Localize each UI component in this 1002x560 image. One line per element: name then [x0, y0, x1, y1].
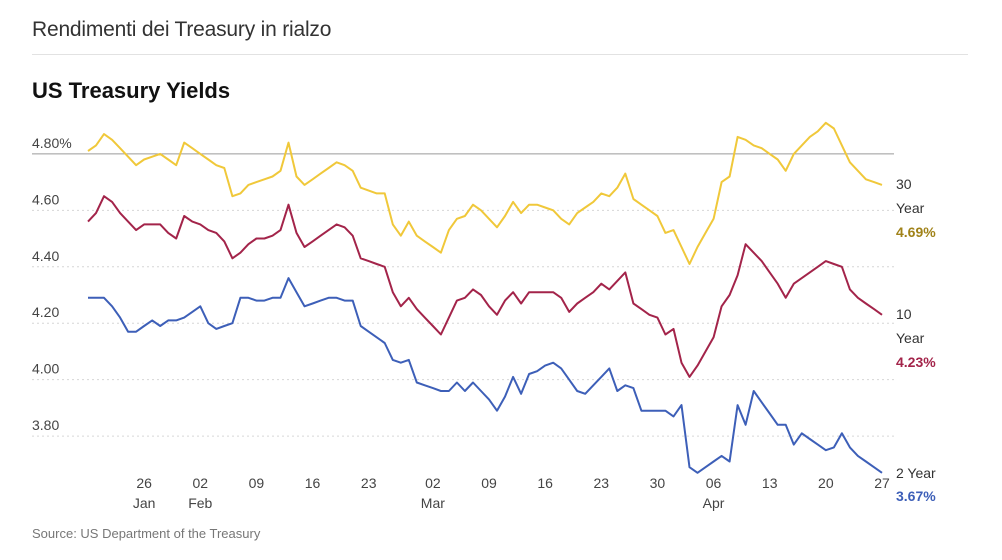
x-tick-label: 26	[136, 475, 152, 491]
x-tick-label: 06	[706, 475, 722, 491]
gridlines	[32, 153, 894, 437]
x-tick-label: 20	[818, 475, 834, 491]
y-tick-label: 4.40	[32, 248, 59, 264]
x-tick-label: 16	[305, 475, 321, 491]
series-end-labels: 30 Year 4.69% 10 Year 4.23% 2 Year 3.67%	[896, 176, 936, 504]
x-tick-label: 30	[650, 475, 666, 491]
chart-title: US Treasury Yields	[32, 78, 231, 103]
x-month-label: Feb	[188, 495, 212, 511]
x-tick-label: 13	[762, 475, 778, 491]
x-tick-label: 23	[361, 475, 377, 491]
series-last-value: 4.23%	[896, 354, 936, 370]
x-month-label: Jan	[133, 495, 156, 511]
x-tick-label: 09	[249, 475, 265, 491]
x-tick-label: 02	[425, 475, 441, 491]
series-name-line2: Year	[896, 330, 925, 346]
series-last-value: 3.67%	[896, 488, 936, 504]
x-month-label: Apr	[703, 495, 725, 511]
series-name: 10	[896, 306, 912, 322]
x-tick-label: 23	[593, 475, 609, 491]
header-divider	[32, 54, 968, 55]
series-name: 30	[896, 176, 912, 192]
series-line-1	[87, 195, 883, 378]
x-month-label: Mar	[421, 495, 445, 511]
y-axis-ticks: 3.80 4.00 4.20 4.40 4.60 4.80%	[32, 135, 72, 433]
yield-line-chart: 3.80 4.00 4.20 4.40 4.60 4.80% 26 02 09 16 23 02 09…	[32, 121, 936, 511]
series-name: 2 Year	[896, 465, 936, 481]
y-tick-label: 4.80%	[32, 135, 72, 151]
y-tick-label: 4.00	[32, 361, 59, 377]
x-tick-label: 02	[192, 475, 208, 491]
x-axis-ticks: 26 02 09 16 23 02 09 16 23 30 06 13 20 27 Jan Feb Mar Apr	[133, 475, 890, 511]
page-header: Rendimenti dei Treasury in rialzo	[32, 18, 332, 41]
y-tick-label: 4.20	[32, 304, 59, 320]
series-name-line2: Year	[896, 200, 925, 216]
series-line-0	[87, 121, 883, 265]
x-tick-label: 16	[537, 475, 553, 491]
y-tick-label: 3.80	[32, 417, 59, 433]
x-tick-label: 27	[874, 475, 890, 491]
series-line-2	[88, 277, 883, 474]
series-last-value: 4.69%	[896, 224, 936, 240]
source-note: Source: US Department of the Treasury	[32, 526, 261, 541]
series-lines	[87, 121, 883, 474]
y-tick-label: 4.60	[32, 191, 59, 207]
x-tick-label: 09	[481, 475, 497, 491]
